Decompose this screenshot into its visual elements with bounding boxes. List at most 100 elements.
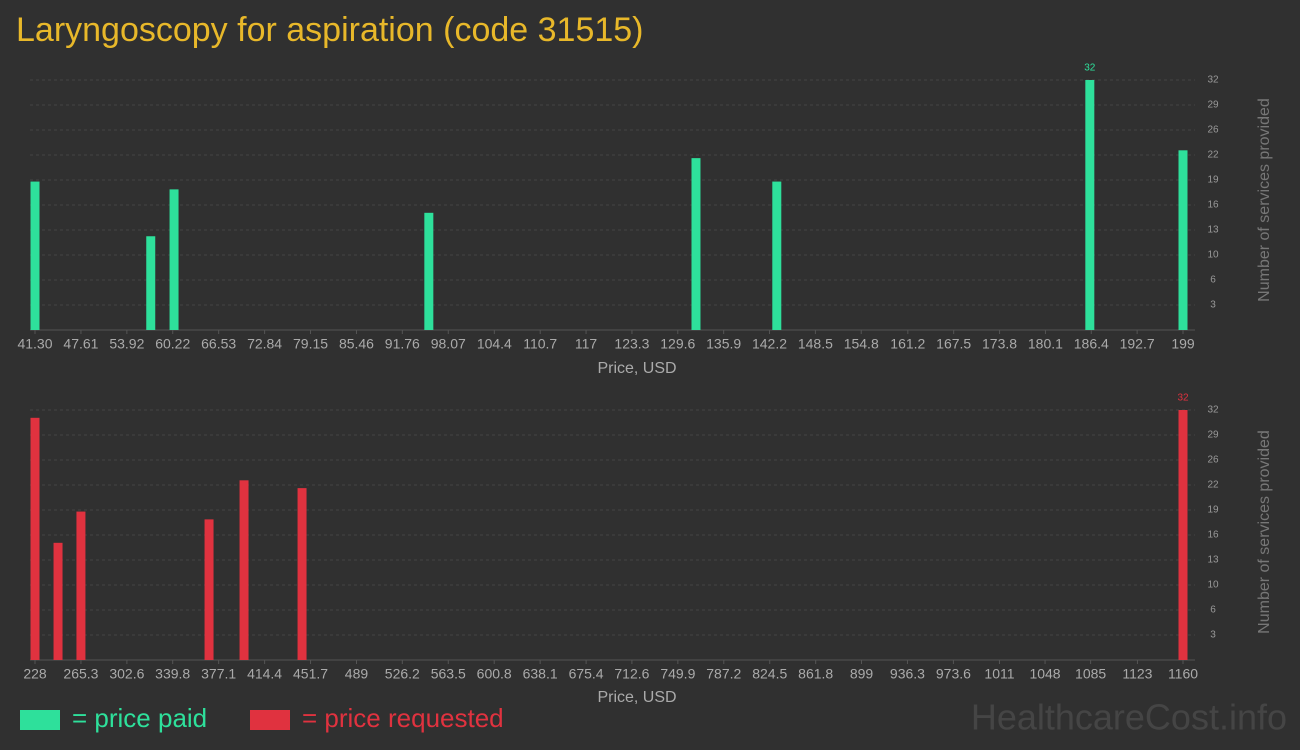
- y-tick-label: 16: [1207, 530, 1219, 541]
- bar: [30, 417, 40, 660]
- bar: [204, 519, 214, 660]
- x-tick-label: 973.6: [936, 666, 971, 682]
- legend-label: = price paid: [72, 703, 207, 733]
- x-tick-label: 180.1: [1028, 336, 1063, 352]
- y-tick-label: 22: [1207, 480, 1219, 491]
- x-tick-label: 161.2: [890, 336, 925, 352]
- x-tick-label: 142.2: [752, 336, 787, 352]
- y-tick-label: 3: [1210, 630, 1216, 641]
- x-tick-label: 489: [345, 666, 369, 682]
- y-tick-label: 10: [1207, 250, 1219, 261]
- legend-swatch: [250, 710, 290, 730]
- x-tick-label: 861.8: [798, 666, 833, 682]
- x-tick-label: 135.9: [706, 336, 741, 352]
- y-tick-label: 19: [1207, 505, 1219, 516]
- x-tick-label: 186.4: [1074, 336, 1109, 352]
- y-tick-label: 26: [1207, 455, 1219, 466]
- y-tick-label: 10: [1207, 580, 1219, 591]
- bar: [53, 542, 63, 660]
- y-tick-label: 32: [1207, 405, 1219, 416]
- x-axis-label: Price, USD: [597, 360, 676, 377]
- bar: [1178, 410, 1188, 660]
- x-tick-label: 228: [23, 666, 47, 682]
- y-tick-label: 6: [1210, 275, 1216, 286]
- y-tick-label: 3: [1210, 300, 1216, 311]
- data-label: 32: [1177, 393, 1189, 404]
- x-tick-label: 41.30: [17, 336, 52, 352]
- bar: [30, 181, 40, 330]
- x-tick-label: 414.4: [247, 666, 282, 682]
- x-tick-label: 98.07: [431, 336, 466, 352]
- watermark: HealthcareCost.info: [971, 697, 1287, 738]
- y-tick-label: 26: [1207, 125, 1219, 136]
- x-tick-label: 899: [850, 666, 874, 682]
- y-tick-label: 13: [1207, 555, 1219, 566]
- x-tick-label: 1123: [1122, 666, 1152, 682]
- x-tick-label: 712.6: [614, 666, 649, 682]
- x-tick-label: 1011: [984, 666, 1014, 682]
- x-tick-label: 1048: [1029, 666, 1060, 682]
- x-tick-label: 167.5: [936, 336, 971, 352]
- x-tick-label: 787.2: [706, 666, 741, 682]
- bar: [146, 236, 156, 330]
- x-tick-label: 192.7: [1120, 336, 1155, 352]
- x-tick-label: 749.9: [660, 666, 695, 682]
- x-tick-label: 265.3: [63, 666, 98, 682]
- y-tick-label: 29: [1207, 430, 1219, 441]
- x-tick-label: 199: [1171, 336, 1195, 352]
- x-tick-label: 85.46: [339, 336, 374, 352]
- y-tick-label: 32: [1207, 75, 1219, 86]
- bar: [772, 181, 782, 330]
- x-tick-label: 129.6: [660, 336, 695, 352]
- y-tick-label: 22: [1207, 150, 1219, 161]
- x-tick-label: 110.7: [523, 336, 557, 352]
- bar: [1178, 150, 1188, 330]
- x-tick-label: 104.4: [477, 336, 512, 352]
- x-tick-label: 302.6: [109, 666, 144, 682]
- x-tick-label: 91.76: [385, 336, 420, 352]
- title: Laryngoscopy for aspiration (code 31515): [16, 11, 644, 49]
- y-tick-label: 29: [1207, 100, 1219, 111]
- x-tick-label: 377.1: [201, 666, 236, 682]
- x-tick-label: 339.8: [155, 666, 190, 682]
- bar: [297, 488, 307, 660]
- x-tick-label: 60.22: [155, 336, 190, 352]
- x-tick-label: 1085: [1075, 666, 1106, 682]
- x-tick-label: 66.53: [201, 336, 236, 352]
- data-label: 32: [1084, 63, 1096, 74]
- y-tick-label: 19: [1207, 175, 1219, 186]
- x-tick-label: 173.8: [982, 336, 1017, 352]
- bar: [424, 212, 434, 330]
- y-tick-label: 6: [1210, 605, 1216, 616]
- x-tick-label: 936.3: [890, 666, 925, 682]
- bar: [76, 511, 86, 660]
- x-tick-label: 563.5: [431, 666, 466, 682]
- bar: [169, 189, 179, 330]
- x-tick-label: 1160: [1168, 666, 1198, 682]
- y-axis-label: Number of services provided: [1256, 430, 1273, 634]
- x-tick-label: 72.84: [247, 336, 282, 352]
- y-tick-label: 13: [1207, 225, 1219, 236]
- x-tick-label: 123.3: [614, 336, 649, 352]
- x-tick-label: 47.61: [63, 336, 98, 352]
- y-axis-label: Number of services provided: [1256, 98, 1273, 302]
- x-tick-label: 79.15: [293, 336, 328, 352]
- x-tick-label: 638.1: [523, 666, 558, 682]
- x-tick-label: 824.5: [752, 666, 787, 682]
- legend-swatch: [20, 710, 60, 730]
- legend-label: = price requested: [302, 703, 504, 733]
- x-tick-label: 675.4: [569, 666, 604, 682]
- bar: [239, 480, 249, 660]
- x-tick-label: 117: [575, 336, 598, 352]
- x-tick-label: 526.2: [385, 666, 420, 682]
- x-tick-label: 148.5: [798, 336, 833, 352]
- x-axis-label: Price, USD: [597, 689, 676, 706]
- x-tick-label: 451.7: [293, 666, 328, 682]
- bar: [1085, 80, 1095, 330]
- x-tick-label: 53.92: [109, 336, 144, 352]
- bar: [691, 158, 701, 330]
- y-tick-label: 16: [1207, 200, 1219, 211]
- x-tick-label: 600.8: [477, 666, 512, 682]
